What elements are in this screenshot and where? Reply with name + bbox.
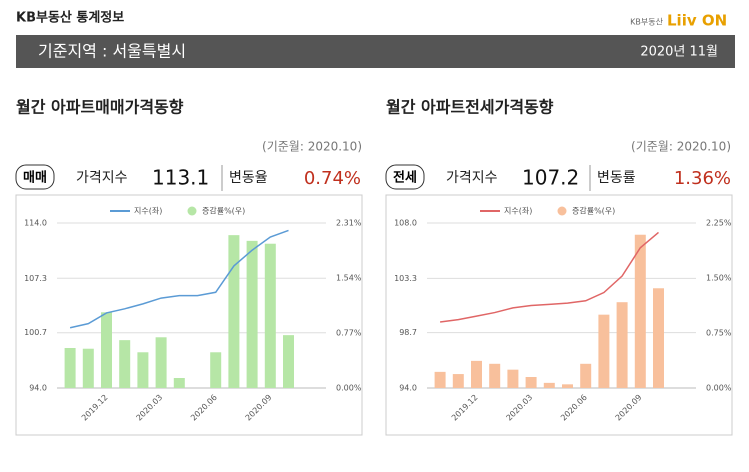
y-tick-label: 94.0 [399, 384, 417, 393]
bar [653, 288, 664, 388]
legend-label: 지수(좌) [134, 207, 162, 216]
bar [283, 335, 294, 388]
x-tick-label: 2019.12 [80, 393, 110, 423]
index-value: 107.2 [522, 166, 579, 190]
y-tick-label: 103.3 [394, 274, 417, 283]
line [440, 231, 659, 323]
index-label: 가격지수 [76, 170, 128, 186]
tag-box [385, 164, 425, 190]
bar [507, 369, 519, 388]
y2-tick-label: 1.54% [336, 274, 362, 283]
x-tick-label: 2020.03 [505, 393, 535, 423]
x-tick-label: 2020.09 [614, 393, 644, 423]
bar [64, 348, 76, 388]
x-tick-label: 2020.06 [559, 393, 589, 423]
bar [155, 337, 167, 388]
site-title: KB부동산 통계정보 [16, 10, 124, 26]
bar [452, 374, 464, 388]
change-value: 1.36% [674, 168, 731, 189]
bar [434, 371, 446, 388]
bar [489, 363, 501, 388]
x-tick-label: 2020.06 [189, 393, 219, 423]
change-label: 변동률 [597, 170, 636, 186]
bar [264, 243, 276, 388]
y2-tick-label: 0.75% [706, 329, 732, 338]
bar [137, 352, 149, 388]
legend-label: 증감률%(우) [572, 206, 615, 216]
bar [119, 340, 131, 388]
y2-tick-label: 0.00% [336, 384, 362, 393]
y-tick-label: 107.3 [24, 274, 47, 283]
y2-tick-label: 0.77% [336, 329, 362, 338]
index-label: 가격지수 [446, 170, 498, 186]
legend-label: 증감률%(우) [202, 206, 245, 216]
region: 기준지역 : 서울특별시 [38, 42, 186, 61]
y-tick-label: 98.7 [399, 328, 417, 337]
tag-box [15, 164, 55, 190]
x-tick-label: 2020.03 [135, 393, 165, 423]
x-tick-label: 2020.09 [244, 393, 274, 423]
bar [82, 348, 94, 388]
change-value: 0.74% [304, 168, 361, 189]
line [69, 229, 289, 329]
y2-tick-label: 1.50% [706, 274, 732, 283]
y-tick-label: 108.0 [394, 219, 417, 228]
logo-brand: Liiv ON [667, 12, 727, 30]
base-month: (기준월: 2020.10) [262, 140, 362, 154]
bar [616, 302, 628, 388]
chart-frame [15, 194, 363, 436]
index-value: 113.1 [152, 166, 209, 190]
base-month: (기준월: 2020.10) [631, 140, 731, 154]
logo-kb: KB부동산 [630, 17, 663, 27]
bar [525, 377, 537, 388]
y-tick-label: 100.7 [24, 328, 47, 337]
bar [101, 312, 112, 388]
y2-tick-label: 2.25% [706, 219, 732, 228]
bar [173, 378, 185, 388]
bar [634, 234, 646, 388]
bar [543, 382, 555, 388]
legend-swatch [557, 206, 567, 216]
panel-title: 월간 아파트매매가격동향 [16, 98, 184, 117]
chart-frame [385, 194, 733, 436]
tag: 매매 [23, 171, 47, 186]
y-tick-label: 94.0 [29, 384, 47, 393]
panel-title: 월간 아파트전세가격동향 [386, 98, 554, 117]
legend-label: 지수(좌) [504, 207, 532, 216]
region-bar [16, 35, 735, 68]
bar [210, 352, 222, 388]
legend-swatch [187, 206, 197, 216]
date: 2020년 11월 [640, 45, 718, 60]
bar [598, 314, 610, 388]
bar [228, 235, 240, 388]
tag: 전세 [393, 170, 417, 186]
change-label: 변동율 [229, 170, 268, 186]
bar [580, 363, 592, 388]
bar [562, 384, 573, 388]
bar [246, 240, 258, 388]
y2-tick-label: 0.00% [706, 384, 732, 393]
bar [471, 360, 482, 388]
x-tick-label: 2019.12 [450, 393, 480, 423]
y2-tick-label: 2.31% [336, 219, 362, 228]
y-tick-label: 114.0 [24, 219, 47, 228]
